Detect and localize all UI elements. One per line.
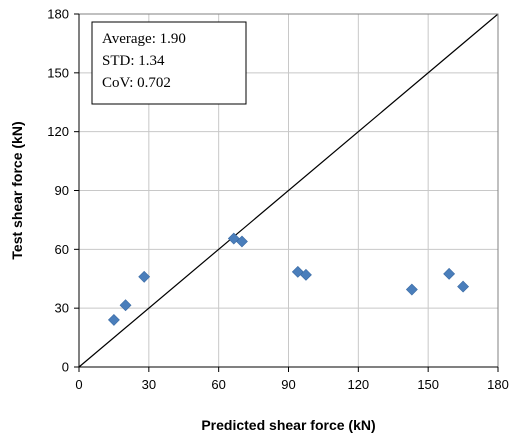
x-tick-label: 30 xyxy=(142,377,156,392)
stats-line: STD: 1.34 xyxy=(102,53,165,69)
data-point xyxy=(107,314,120,326)
data-point xyxy=(300,268,312,281)
data-points xyxy=(107,232,470,326)
x-tick-label: 120 xyxy=(347,377,369,392)
y-tick-label: 30 xyxy=(55,301,69,316)
axes xyxy=(74,13,499,372)
stats-line: Average: 1.90 xyxy=(102,31,186,47)
x-tick-label: 90 xyxy=(281,377,295,392)
y-tick-label: 150 xyxy=(47,65,69,80)
data-point xyxy=(405,283,418,296)
x-tick-label: 180 xyxy=(487,377,509,392)
stats-box: Average: 1.90 STD: 1.34 CoV: 0.702 xyxy=(91,21,247,105)
reference-line xyxy=(78,13,499,368)
y-axis-title: Test shear force (kN) xyxy=(9,121,25,259)
data-point xyxy=(457,280,470,293)
data-point xyxy=(236,235,248,248)
x-axis-title: Predicted shear force (kN) xyxy=(201,417,375,433)
reference-line-group xyxy=(78,13,499,368)
y-tick-label: 90 xyxy=(55,183,69,198)
x-tick-label: 0 xyxy=(75,377,82,392)
data-point xyxy=(138,270,151,283)
x-tick-label: 60 xyxy=(211,377,225,392)
stats-box-frame xyxy=(91,21,247,105)
y-tick-label: 60 xyxy=(55,242,69,257)
stats-line: CoV: 0.702 xyxy=(102,75,171,91)
data-point xyxy=(119,299,132,312)
y-tick-label: 120 xyxy=(47,124,69,139)
x-tick-label: 150 xyxy=(417,377,439,392)
y-tick-label: 0 xyxy=(62,360,69,375)
data-point xyxy=(443,267,456,280)
y-tick-label: 180 xyxy=(47,7,69,22)
tick-labels: 0 30 60 90 120 150 180 0 30 60 90 120 150 180 xyxy=(47,7,509,393)
